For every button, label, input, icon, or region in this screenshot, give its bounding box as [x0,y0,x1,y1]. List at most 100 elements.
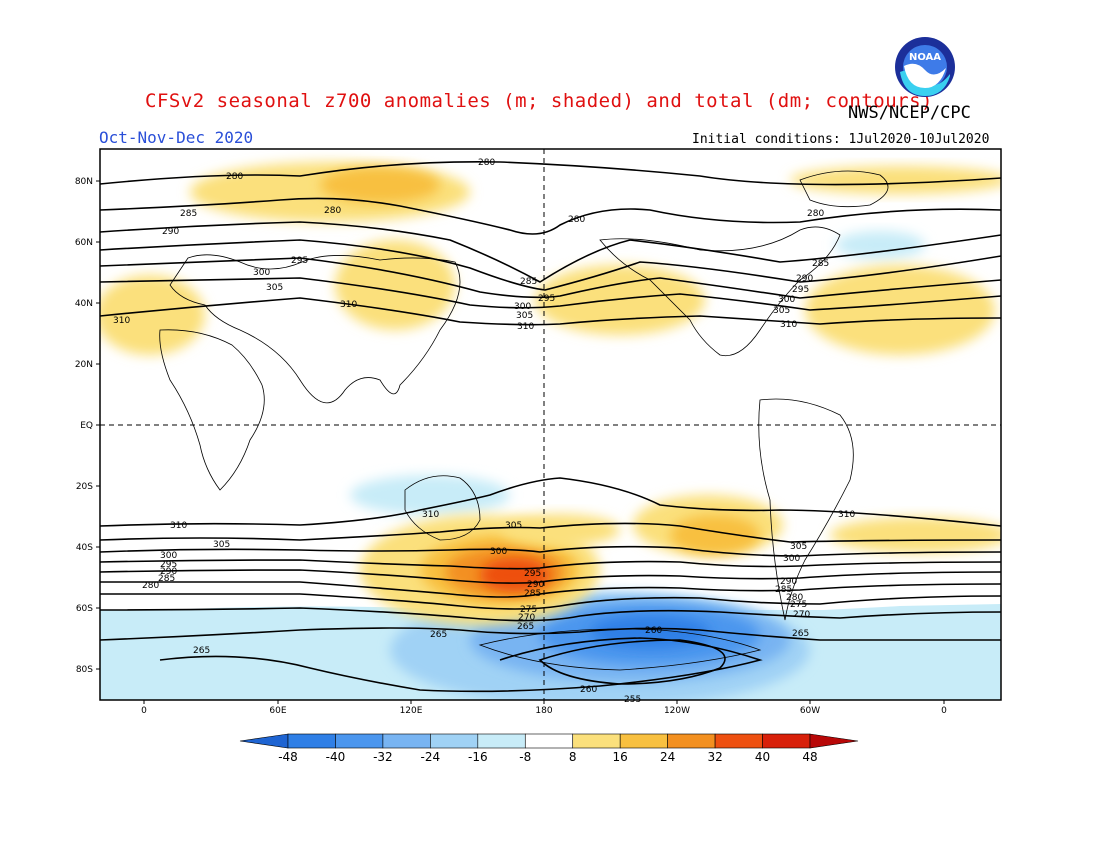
colorbar-arrow-low [239,733,289,749]
latitude-axis: 80N 60N 40N 20N EQ 20S 40S 60S 80S [75,177,100,675]
season-label: Oct-Nov-Dec 2020 [99,128,254,147]
lat-tick-label: EQ [80,421,93,431]
contour-line [100,257,1001,299]
contour-label: 280 [568,215,585,225]
contour-label: 295 [160,560,177,570]
contour-label: 265 [430,630,447,640]
lon-tick-label: 0 [141,706,147,716]
contour-label: 295 [291,256,308,266]
colorbar-swatch [667,733,716,749]
contour-label: 280 [786,593,803,603]
colorbar-swatch [762,733,811,749]
contour-label: 295 [538,294,555,304]
anomaly-region-europe-high [100,275,205,355]
contour-line [100,607,1001,622]
colorbar-label: -48 [278,750,298,764]
contour-line [100,569,1001,584]
contour-label: 305 [773,306,790,316]
contour-label: 260 [580,685,597,695]
contour-line [100,477,1001,527]
colorbar-label: -8 [519,750,531,764]
lon-tick-label: 120E [400,706,423,716]
contour-line [100,593,1001,610]
contour-line [100,522,1001,543]
contour-label: 290 [527,580,544,590]
lat-tick-label: 80S [76,665,93,675]
contour-label: 300 [783,554,800,564]
colorbar-label: 40 [755,750,770,764]
contour-label: 290 [160,567,177,577]
contour-label: 280 [478,158,495,168]
colorbar-label: 48 [802,750,817,764]
contour-line [159,637,763,693]
colorbar: -48 -40 -32 -24 -16 -8 8 16 24 32 40 48 [239,733,859,764]
svg-text:NOAA: NOAA [909,52,941,63]
lat-tick-label: 60N [75,238,93,248]
contour-label: 310 [780,320,797,330]
contour-label: 310 [517,322,534,332]
contour-label: 305 [505,521,522,531]
contour-label: 275 [790,600,807,610]
contour-label: 265 [517,622,534,632]
colorbar-label: 24 [660,750,675,764]
contour-line [100,559,1001,570]
agency-label: NWS/NCEP/CPC [848,103,971,123]
lon-tick-label: 60W [800,706,820,716]
contour-label: 290 [796,274,813,284]
lat-tick-label: 20N [75,360,93,370]
contour-line [100,297,1001,326]
contour-label: 270 [793,610,810,620]
anomaly-region-australia-low [350,475,510,515]
coast-africa [159,329,265,491]
contour-label: 280 [807,209,824,219]
contour-label: 300 [253,268,270,278]
colorbar-swatch [572,733,621,749]
colorbar-label: -24 [421,750,441,764]
coastlines [159,170,889,671]
initial-conditions-label: Initial conditions: 1Jul2020-10Jul2020 [692,132,990,147]
colorbar-label: 32 [707,750,722,764]
contour-label: 285 [775,585,792,595]
contour-label: 290 [780,577,797,587]
anomaly-region-atlantic-high [805,265,995,355]
lat-tick-label: 80N [75,177,93,187]
colorbar-swatch [477,733,526,749]
contour-label: 285 [812,259,829,269]
contour-line [538,639,726,685]
contour-label: 310 [113,316,130,326]
contour-label: 290 [162,227,179,237]
contour-label: 280 [324,206,341,216]
contour-label: 265 [193,646,210,656]
contour-label: 300 [778,295,795,305]
lat-tick-label: 20S [76,482,93,492]
contour-line [100,545,1001,557]
contour-line [100,160,1001,186]
noaa-logo-icon: NOAA [895,37,955,97]
contour-label: 285 [520,277,537,287]
colorbar-swatch [714,733,763,749]
contour-label: 260 [645,626,662,636]
lat-tick-label: 40S [76,543,93,553]
contour-label: 295 [792,285,809,295]
contour-label: 310 [838,510,855,520]
colorbar-label: 8 [569,750,577,764]
colorbar-label: -40 [326,750,346,764]
lon-tick-label: 180 [535,706,552,716]
anomaly-shading [100,162,1001,700]
contour-line [100,581,1001,598]
contour-label: 285 [524,589,541,599]
colorbar-swatch [619,733,668,749]
contour-label: 295 [524,569,541,579]
lon-tick-label: 0 [941,706,947,716]
contour-label: 305 [213,540,230,550]
contour-line [100,221,1001,283]
contour-label: 305 [266,283,283,293]
colorbar-label: 16 [613,750,628,764]
contour-label: 300 [514,302,531,312]
colorbar-arrow-high [809,733,859,749]
contour-label: 280 [226,172,243,182]
contour-label: 285 [158,574,175,584]
contour-label: 265 [792,629,809,639]
lon-tick-label: 60E [269,706,286,716]
colorbar-swatch [524,733,574,749]
